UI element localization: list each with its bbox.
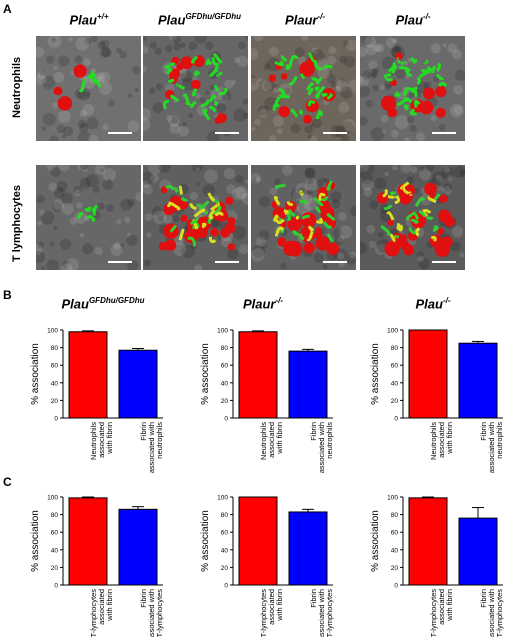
chart-3-ytick-label-4: 80 bbox=[391, 345, 399, 352]
chart-1-ytick-label-3: 60 bbox=[51, 363, 59, 370]
chart-2-ytick-label-4: 80 bbox=[221, 345, 229, 352]
chart-2-category-label-1: Neutrophilsassociatedwith fibrin bbox=[259, 422, 284, 460]
chart-1-ylabel: % association bbox=[30, 343, 41, 405]
chart-2-ytick-label-0: 0 bbox=[224, 416, 228, 423]
chart-6-ylabel: % association bbox=[370, 510, 381, 572]
chart-5-ytick-label-0: 0 bbox=[224, 583, 228, 590]
panel-letter-a: A bbox=[3, 2, 12, 16]
micrograph-r1-c4 bbox=[360, 36, 465, 141]
chart-6-ytick-label-4: 80 bbox=[391, 512, 399, 519]
micrograph-r2-c1 bbox=[36, 165, 141, 270]
column-header-1: Plau+/+ bbox=[69, 12, 109, 28]
chart-6-ytick-label-1: 20 bbox=[391, 565, 399, 572]
chart-2-ytick-label-5: 100 bbox=[217, 328, 228, 335]
chart-6-ytick-label-0: 0 bbox=[394, 583, 398, 590]
chart-3-ytick-label-3: 60 bbox=[391, 363, 399, 370]
chart-5-category-label-2: Fibrinassociated withT-lymphocytes bbox=[309, 589, 334, 637]
chart-3-category-label-2: Fibrinassociated withneutrophils bbox=[479, 422, 504, 474]
chart-5-ytick-label-1: 20 bbox=[221, 565, 229, 572]
chart-4-ytick-label-3: 60 bbox=[51, 530, 59, 537]
chart-1-ytick-label-2: 40 bbox=[51, 380, 59, 387]
chart-title-2: Plaur-/- bbox=[242, 296, 284, 312]
chart-5-ytick-label-2: 40 bbox=[221, 547, 229, 554]
chart-1-bar-1 bbox=[68, 331, 108, 419]
chart-4-ytick-label-5: 100 bbox=[47, 495, 58, 502]
column-header-2: PlauGFDhu/GFDhu bbox=[157, 12, 241, 28]
chart-5-ytick-label-4: 80 bbox=[221, 512, 229, 519]
chart-5-ytick-label-5: 100 bbox=[217, 495, 228, 502]
chart-4-ytick-label-0: 0 bbox=[54, 583, 58, 590]
chart-6-bar-1 bbox=[408, 497, 448, 586]
micrograph-r2-c4 bbox=[360, 165, 465, 270]
chart-2-ytick-label-1: 20 bbox=[221, 398, 229, 405]
chart-3-ylabel: % association bbox=[370, 343, 381, 405]
chart-5-bar-1 bbox=[238, 496, 278, 586]
chart-4-bar-2 bbox=[118, 508, 158, 586]
chart-3-category-label-1: Neutrophilsassociatedwith fibrin bbox=[429, 422, 454, 460]
chart-1-ytick-label-4: 80 bbox=[51, 345, 59, 352]
chart-3-ytick-label-1: 20 bbox=[391, 398, 399, 405]
chart-2-category-label-2: Fibrinassociated withneutrophils bbox=[309, 422, 334, 474]
micrograph-r2-c3 bbox=[251, 165, 356, 270]
chart-1-category-label-2: Fibrinassociated withneutrophils bbox=[139, 422, 164, 474]
panel-letter-c: C bbox=[3, 475, 12, 489]
chart-5-ylabel: % association bbox=[200, 510, 211, 572]
chart-4-ylabel: % association bbox=[30, 510, 41, 572]
micrograph-r1-c3 bbox=[251, 36, 356, 141]
chart-1-category-label-1: Neutrophilsassociatedwith fibrin bbox=[89, 422, 114, 460]
chart-1-ytick-label-1: 20 bbox=[51, 398, 59, 405]
chart-2-ytick-label-2: 40 bbox=[221, 380, 229, 387]
chart-2-ylabel: % association bbox=[200, 343, 211, 405]
chart-title-3: Plau-/- bbox=[415, 296, 451, 312]
chart-5-category-label-1: T-lymphocytesassociatedwith fibrin bbox=[259, 589, 284, 637]
chart-4-ytick-label-4: 80 bbox=[51, 512, 59, 519]
panel-letter-b: B bbox=[3, 288, 12, 302]
chart-4-category-label-2: Fibrinassociated withT-lymphocytes bbox=[139, 589, 164, 637]
chart-6-ytick-label-5: 100 bbox=[387, 495, 398, 502]
chart-6-ytick-label-3: 60 bbox=[391, 530, 399, 537]
chart-6-category-label-2: Fibrinassociated withT-lymphocytes bbox=[479, 589, 504, 637]
chart-1-ytick-label-5: 100 bbox=[47, 328, 58, 335]
micrograph-r1-c1 bbox=[36, 36, 141, 141]
chart-6-bar-2 bbox=[458, 517, 498, 586]
chart-2-bar-2 bbox=[288, 350, 328, 419]
chart-3-bar-2 bbox=[458, 342, 498, 419]
chart-3-bar-1 bbox=[408, 329, 448, 419]
chart-2-ytick-label-3: 60 bbox=[221, 363, 229, 370]
chart-2-bar-1 bbox=[238, 331, 278, 419]
chart-3-ytick-label-2: 40 bbox=[391, 380, 399, 387]
chart-5-ytick-label-3: 60 bbox=[221, 530, 229, 537]
chart-5-bar-2 bbox=[288, 511, 328, 586]
chart-4-category-label-1: T-lymphocytesassociatedwith fibrin bbox=[89, 589, 114, 637]
chart-6-category-label-1: T-lymphocytesassociatedwith fibrin bbox=[429, 589, 454, 637]
chart-4-ytick-label-2: 40 bbox=[51, 547, 59, 554]
micrograph-r2-c2 bbox=[143, 165, 248, 270]
chart-6-ytick-label-2: 40 bbox=[391, 547, 399, 554]
micrograph-r1-c2 bbox=[143, 36, 248, 141]
chart-3-ytick-label-5: 100 bbox=[387, 328, 398, 335]
chart-1-bar-2 bbox=[118, 349, 158, 419]
column-header-3: Plaur-/- bbox=[284, 12, 326, 28]
chart-4-ytick-label-1: 20 bbox=[51, 565, 59, 572]
chart-1-ytick-label-0: 0 bbox=[54, 416, 58, 423]
chart-3-ytick-label-0: 0 bbox=[394, 416, 398, 423]
chart-title-1: PlauGFDhu/GFDhu bbox=[61, 296, 145, 312]
chart-4-bar-1 bbox=[68, 497, 108, 586]
column-header-4: Plau-/- bbox=[395, 12, 431, 28]
